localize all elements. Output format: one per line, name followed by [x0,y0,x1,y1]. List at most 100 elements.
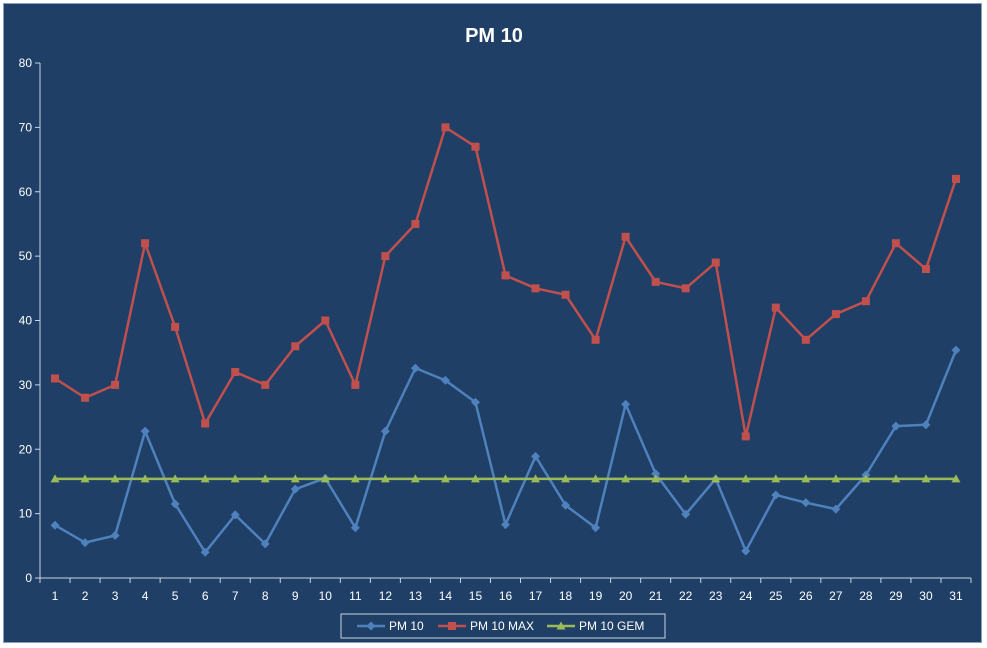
x-tick-label: 1 [52,589,59,603]
data-point [591,523,601,533]
data-point [51,374,60,383]
legend-label: PM 10 [389,619,424,633]
data-point [50,520,60,530]
data-point [861,474,871,483]
data-point [501,520,510,530]
data-point [440,474,450,483]
data-point [320,474,330,483]
y-tick-label: 40 [19,314,33,328]
data-point [531,474,541,483]
x-tick-label: 8 [262,589,269,603]
data-point [50,474,60,483]
series-pm-10-gem [50,474,961,483]
data-point [260,539,270,549]
data-point [381,252,390,261]
series-pm-10 [50,345,961,557]
data-point [651,474,661,483]
data-point [741,474,751,483]
chart-title: PM 10 [465,25,523,47]
data-point [321,316,330,325]
x-tick-label: 3 [112,589,119,603]
data-point [531,284,540,293]
x-tick-label: 28 [859,589,873,603]
data-point [531,451,541,461]
data-point [350,523,360,533]
x-tick-label: 7 [232,589,239,603]
data-point [351,380,360,389]
legend-label: PM 10 MAX [470,619,534,633]
data-point [801,474,811,483]
data-point [831,504,841,514]
data-point [81,393,90,402]
x-tick-label: 12 [379,589,393,603]
x-tick-label: 27 [829,589,843,603]
data-point [410,363,420,373]
data-point [470,397,480,407]
x-tick-label: 30 [919,589,933,603]
data-point [921,265,930,273]
y-tick-label: 20 [19,442,33,456]
data-point [831,310,840,319]
data-point [350,474,360,483]
x-tick-label: 10 [319,589,333,603]
y-tick-label: 70 [19,120,33,134]
x-tick-label: 29 [889,589,903,603]
data-point [410,474,420,483]
data-point [501,271,510,280]
chart-frame: PM 10 0 10 20 30 40 50 60 70 80 1 2 3 4 5 6 7 8 9 10 11 12 13… [3,3,982,643]
data-point [561,290,570,299]
data-point [621,232,630,241]
series-line [54,126,958,438]
data-point [951,174,960,183]
data-point [501,474,510,483]
data-point [711,258,720,267]
x-tick-label: 17 [529,589,543,603]
data-point [141,239,150,248]
data-point [471,142,480,151]
x-tick-label: 25 [769,589,783,603]
data-point [561,474,571,483]
y-tick-label: 60 [19,185,33,199]
data-point [921,474,931,483]
data-point [771,490,781,500]
data-point [681,284,690,293]
data-point [591,335,600,344]
data-point [200,474,210,483]
x-tick-label: 16 [499,589,513,603]
data-point [891,474,901,483]
series-pm-10-max [51,123,960,441]
data-point [411,219,420,228]
data-point [801,335,810,344]
data-point [231,368,240,376]
data-point [861,297,870,306]
data-point [561,500,571,510]
x-tick-label: 6 [202,589,209,603]
data-point [140,426,150,436]
x-tick-label: 15 [469,589,483,603]
data-point [140,474,150,483]
data-point [380,426,390,436]
x-tick-label: 9 [292,589,299,603]
data-point [891,239,900,248]
y-tick-label: 0 [25,571,32,585]
x-tick-label: 5 [172,589,179,603]
data-point [681,474,691,483]
y-tick-label: 80 [19,56,33,70]
x-tick-label: 23 [709,589,723,603]
legend-item: PM 10 [357,619,424,633]
x-tick-label: 26 [799,589,813,603]
data-point [681,509,691,519]
data-point [201,419,210,428]
data-point [621,474,631,483]
data-point [110,531,120,541]
data-point [741,432,750,441]
data-point [170,499,180,509]
y-tick-label: 10 [19,507,33,521]
series-layer [50,123,961,557]
legend-marker [556,621,566,630]
legend: PM 10 PM 10 MAX PM 10 GEM [340,613,666,639]
data-point [80,538,90,548]
data-point [261,380,270,389]
x-tick-label: 20 [619,589,633,603]
data-point [651,469,661,479]
